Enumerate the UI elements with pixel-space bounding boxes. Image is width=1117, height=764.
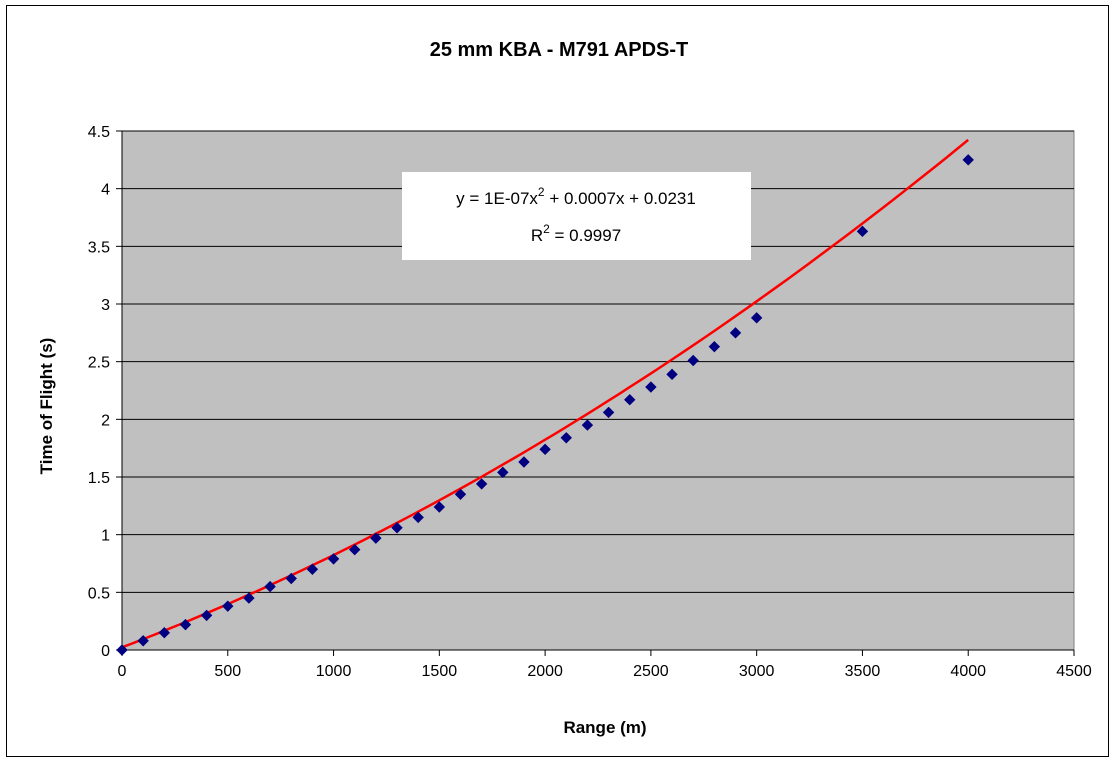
r-exponent: 2	[543, 222, 550, 236]
data-point-11	[349, 543, 361, 556]
y-tick-label-1: 0.5	[88, 585, 110, 602]
y-tick-label-6: 3	[101, 297, 110, 314]
data-point-18	[497, 466, 509, 479]
data-point-21	[560, 432, 572, 444]
axes	[116, 130, 1075, 656]
data-point-0	[116, 644, 128, 656]
equation-suffix: + 0.0007x + 0.0231	[545, 189, 696, 208]
x-tick-label-3: 1500	[422, 663, 458, 680]
data-point-9	[306, 563, 319, 575]
data-point-22	[581, 419, 594, 431]
x-tick-label-1: 500	[214, 663, 241, 680]
data-point-12	[370, 532, 382, 544]
data-point-30	[750, 312, 763, 324]
data-point-1	[137, 635, 149, 647]
trendline	[121, 138, 969, 649]
x-tick-label-8: 4000	[950, 663, 986, 680]
r-label: R	[531, 226, 543, 245]
equation-prefix: y = 1E-07x	[456, 189, 538, 208]
x-tick-label-5: 2500	[633, 663, 669, 680]
trendline-equation: y = 1E-07x2 + 0.0007x + 0.0231	[456, 185, 696, 208]
data-point-4	[200, 609, 213, 622]
data-point-28	[708, 340, 721, 353]
y-tick-label-5: 2.5	[88, 355, 110, 372]
data-point-29	[729, 327, 742, 339]
x-tick-label-7: 3500	[845, 663, 881, 680]
data-point-25	[645, 381, 657, 393]
data-point-8	[285, 572, 297, 585]
x-axis-title: Range (m)	[563, 718, 646, 737]
data-point-16	[454, 488, 467, 501]
chart-frame: 25 mm KBA - M791 APDS-T 0 500 1000 1500 2000…	[6, 5, 1109, 757]
chart-title: 25 mm KBA - M791 APDS-T	[430, 39, 689, 61]
data-point-27	[687, 354, 699, 367]
r-squared: R2 = 0.9997	[531, 222, 621, 245]
y-tick-label-0: 0	[101, 643, 110, 660]
y-tick-label-2: 1	[101, 528, 110, 545]
x-tick-label-2: 1000	[316, 663, 352, 680]
y-tick-label-4: 2	[101, 412, 110, 429]
equation-box: y = 1E-07x2 + 0.0007x + 0.0231 R2 = 0.99…	[402, 172, 751, 260]
equation-exponent: 2	[538, 185, 545, 199]
x-tick-label-9: 4500	[1056, 663, 1092, 680]
grid-lines	[122, 130, 1074, 593]
data-point-10	[327, 553, 340, 565]
data-point-3	[179, 618, 192, 631]
y-axis-title: Time of Flight (s)	[37, 338, 56, 475]
data-markers	[116, 154, 974, 656]
data-point-6	[243, 592, 255, 604]
data-point-17	[475, 478, 488, 490]
data-point-7	[264, 580, 276, 593]
data-point-26	[666, 368, 678, 381]
equation-box-background	[402, 172, 751, 260]
data-point-5	[222, 600, 234, 612]
data-point-15	[433, 501, 446, 513]
data-point-19	[518, 456, 530, 468]
r-value: = 0.9997	[550, 226, 621, 245]
data-point-13	[391, 522, 403, 534]
y-tick-label-8: 4	[101, 182, 110, 199]
data-point-24	[624, 394, 636, 406]
y-tick-label-3: 1.5	[88, 470, 110, 487]
x-tick-label-4: 2000	[527, 663, 563, 680]
x-tick-label-6: 3000	[739, 663, 775, 680]
y-tick-label-7: 3.5	[88, 239, 110, 256]
data-point-2	[158, 626, 171, 639]
x-tick-label-0: 0	[118, 663, 127, 680]
data-point-23	[602, 406, 615, 419]
x-tick-labels: 0 500 1000 1500 2000 2500 3000 3500 4000 4500	[118, 663, 1092, 680]
data-point-20	[539, 443, 551, 456]
data-point-32	[962, 154, 974, 166]
data-point-14	[412, 511, 424, 524]
y-tick-label-9: 4.5	[88, 124, 110, 141]
y-tick-labels: 0 0.5 1 1.5 2 2.5 3 3.5 4 4.5	[88, 124, 110, 660]
chart-svg: 25 mm KBA - M791 APDS-T 0 500 1000 1500 2000…	[37, 39, 1092, 737]
data-point-31	[856, 225, 869, 238]
